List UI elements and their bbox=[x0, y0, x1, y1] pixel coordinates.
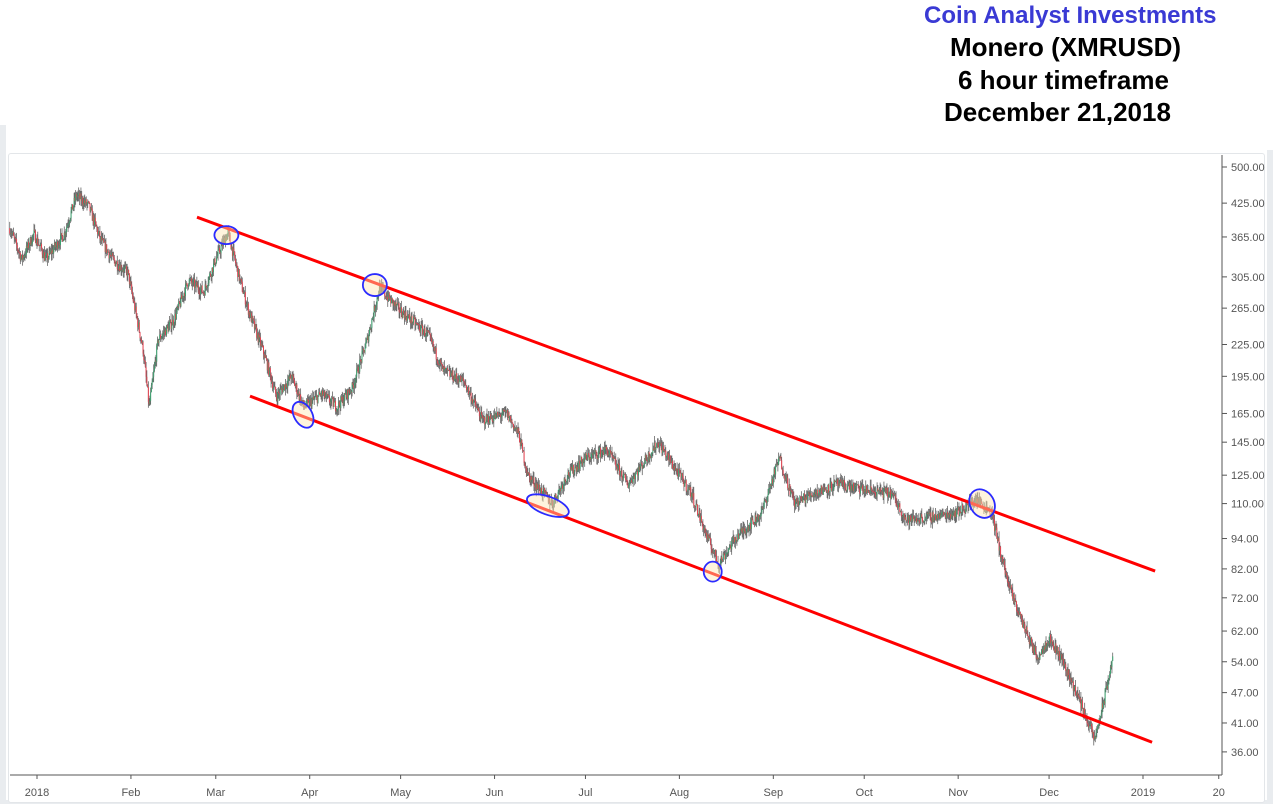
x-tick-label: Nov bbox=[948, 787, 968, 799]
x-tick-label: Aug bbox=[670, 787, 690, 799]
pair-title: Monero (XMRUSD) bbox=[950, 32, 1182, 62]
y-tick-label: 145.00 bbox=[1231, 437, 1265, 449]
x-tick-label: 2019 bbox=[1131, 787, 1155, 799]
x-tick-label: Jun bbox=[486, 787, 504, 799]
y-tick-label: 165.00 bbox=[1231, 408, 1265, 420]
x-tick-label: Feb bbox=[121, 787, 140, 799]
touch-marker bbox=[526, 493, 570, 518]
axes: 500.00 425.00 365.00 305.00 265.00 225.00 195.… bbox=[10, 155, 1265, 799]
y-tick-label: 47.00 bbox=[1231, 688, 1259, 700]
y-tick-label: 41.00 bbox=[1231, 718, 1259, 730]
y-tick-label: 195.00 bbox=[1231, 371, 1265, 383]
y-tick-label: 265.00 bbox=[1231, 303, 1265, 315]
date-title: December 21,2018 bbox=[944, 97, 1171, 127]
x-tick-label: Oct bbox=[856, 787, 873, 799]
y-tick-label: 500.00 bbox=[1231, 162, 1265, 174]
y-tick-label: 125.00 bbox=[1231, 470, 1265, 482]
y-tick-label: 365.00 bbox=[1231, 232, 1265, 244]
touch-marker bbox=[968, 488, 996, 519]
y-tick-label: 94.00 bbox=[1231, 534, 1259, 546]
channel-line-upper bbox=[196, 215, 1156, 573]
touch-marker bbox=[213, 225, 240, 246]
y-tick-label: 305.00 bbox=[1231, 272, 1265, 284]
y-tick-label: 62.00 bbox=[1231, 626, 1259, 638]
chart-panel bbox=[8, 153, 1265, 803]
x-tick-label: Sep bbox=[764, 787, 784, 799]
channel-line-lower bbox=[249, 394, 1153, 744]
brand-title: Coin Analyst Investments bbox=[924, 2, 1217, 29]
x-tick-label: 2018 bbox=[25, 787, 49, 799]
frame-left bbox=[0, 125, 6, 804]
y-tick-label: 54.00 bbox=[1231, 657, 1259, 669]
y-tick-label: 72.00 bbox=[1231, 593, 1259, 605]
y-tick-label: 225.00 bbox=[1231, 340, 1265, 352]
x-tick-label: 20 bbox=[1213, 787, 1225, 799]
y-tick-label: 82.00 bbox=[1231, 564, 1259, 576]
x-tick-label: Apr bbox=[301, 787, 318, 799]
y-tick-label: 36.00 bbox=[1231, 747, 1259, 759]
y-tick-label: 425.00 bbox=[1231, 198, 1265, 210]
touch-marker bbox=[291, 400, 315, 429]
x-tick-label: Dec bbox=[1039, 787, 1059, 799]
x-tick-label: Mar bbox=[206, 787, 225, 799]
touch-marker bbox=[361, 273, 388, 297]
touch-markers bbox=[213, 225, 996, 583]
candles-group bbox=[9, 187, 1114, 746]
frame-right bbox=[1267, 150, 1273, 804]
x-tick-label: May bbox=[390, 787, 411, 799]
y-tick-label: 110.00 bbox=[1231, 499, 1264, 511]
touch-marker bbox=[702, 560, 723, 583]
x-tick-label: Jul bbox=[578, 787, 592, 799]
timeframe-title: 6 hour timeframe bbox=[958, 65, 1169, 95]
channel-lines bbox=[196, 215, 1156, 744]
